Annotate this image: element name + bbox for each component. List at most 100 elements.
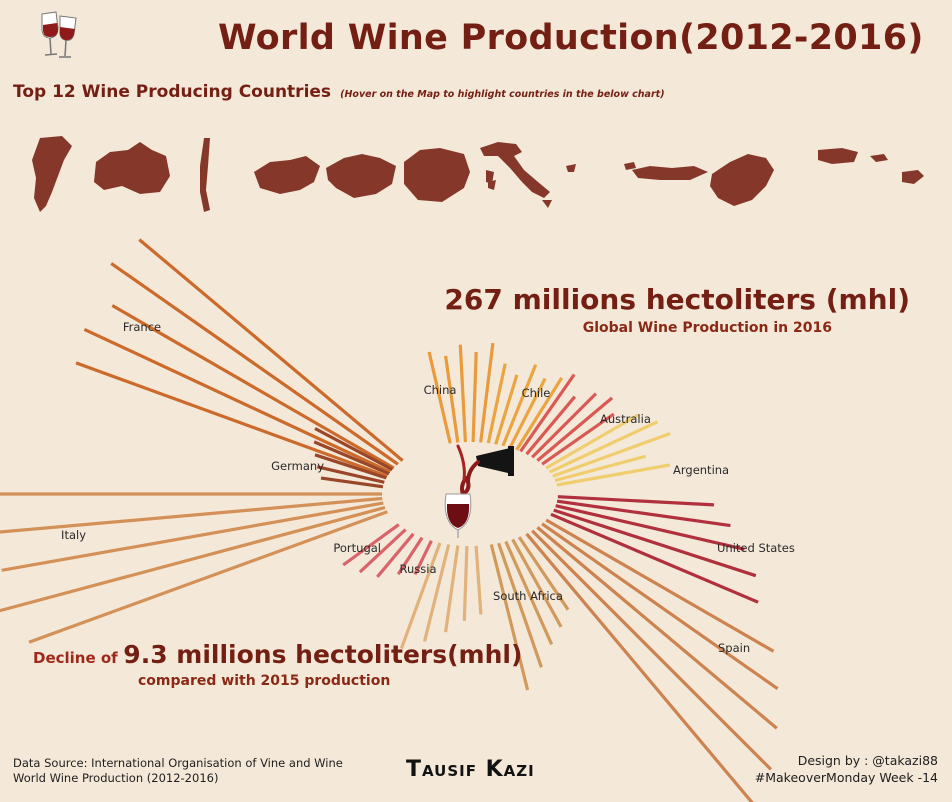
bar-chile-4[interactable] bbox=[508, 377, 547, 449]
decline-prefix: Decline of bbox=[33, 649, 118, 667]
chart-bars bbox=[0, 238, 779, 802]
bar-south-africa-3[interactable] bbox=[504, 540, 554, 645]
map-russia[interactable] bbox=[488, 180, 496, 190]
bar-south-africa-4[interactable] bbox=[497, 542, 543, 668]
bar-france-2[interactable] bbox=[83, 327, 391, 474]
label-france: France bbox=[123, 320, 161, 334]
map-south-africa[interactable] bbox=[632, 166, 708, 180]
bar-italy-4[interactable] bbox=[0, 496, 383, 535]
bar-australia-3[interactable] bbox=[531, 392, 598, 459]
label-china: China bbox=[424, 383, 457, 397]
label-argentina: Argentina bbox=[673, 463, 729, 477]
bar-russia-2[interactable] bbox=[462, 545, 469, 621]
bar-argentina-4[interactable] bbox=[554, 454, 647, 483]
bar-france-5[interactable] bbox=[138, 238, 404, 462]
bar-australia-1[interactable] bbox=[519, 373, 576, 453]
bar-china-1[interactable] bbox=[427, 351, 452, 444]
bar-france-3[interactable] bbox=[111, 304, 395, 470]
chart-labels: France China Chile Australia Argentina United… bbox=[61, 320, 795, 655]
bar-germany-1[interactable] bbox=[320, 476, 384, 489]
wine-pour-icon bbox=[444, 444, 514, 538]
bar-argentina-5[interactable] bbox=[556, 463, 671, 487]
subtitle-note: (Hover on the Map to highlight countries… bbox=[340, 89, 665, 100]
bar-south-africa-5[interactable] bbox=[489, 544, 530, 691]
map-italy[interactable] bbox=[480, 142, 552, 208]
bar-portugal-5[interactable] bbox=[342, 523, 400, 567]
bar-united-states-5[interactable] bbox=[550, 512, 759, 604]
bar-italy-2[interactable] bbox=[0, 505, 386, 615]
map-chile[interactable] bbox=[200, 138, 210, 212]
data-source-line: Data Source: International Organisation … bbox=[13, 756, 343, 770]
author-name: Tausif Kazi bbox=[406, 757, 535, 782]
bar-argentina-3[interactable] bbox=[552, 431, 671, 478]
bar-germany-4[interactable] bbox=[313, 440, 390, 476]
bar-russia-3[interactable] bbox=[444, 545, 460, 633]
bar-chile-5[interactable] bbox=[515, 376, 564, 451]
bar-italy-1[interactable] bbox=[28, 510, 388, 644]
bar-chile-3[interactable] bbox=[501, 364, 538, 447]
bar-spain-1[interactable] bbox=[545, 518, 775, 653]
bar-russia-5[interactable] bbox=[399, 542, 442, 650]
subtitle-row: Top 12 Wine Producing Countries (Hover o… bbox=[13, 82, 665, 102]
bar-united-states-2[interactable] bbox=[556, 499, 731, 528]
bar-chile-2[interactable] bbox=[494, 374, 519, 445]
label-australia: Australia bbox=[600, 412, 651, 426]
bar-china-4[interactable] bbox=[471, 352, 478, 443]
label-russia: Russia bbox=[400, 562, 437, 576]
label-chile: Chile bbox=[522, 386, 551, 400]
label-spain: Spain bbox=[718, 641, 750, 655]
map-france[interactable] bbox=[326, 154, 396, 198]
bar-spain-2[interactable] bbox=[541, 522, 779, 691]
label-germany: Germany bbox=[271, 459, 324, 473]
bar-spain-5[interactable] bbox=[525, 532, 760, 802]
bar-germany-2[interactable] bbox=[316, 465, 385, 484]
label-united-states: United States bbox=[717, 541, 795, 555]
bar-united-states-3[interactable] bbox=[555, 504, 745, 551]
global-production-value: 267 millions hectoliters (mhl) bbox=[444, 283, 910, 316]
bar-germany-5[interactable] bbox=[314, 427, 394, 472]
global-production-caption: Global Wine Production in 2016 bbox=[582, 320, 832, 336]
makeover-tag: #MakeoverMonday Week -14 bbox=[754, 770, 938, 785]
label-south-africa: South Africa bbox=[493, 589, 563, 603]
map-china[interactable] bbox=[566, 162, 636, 172]
bar-australia-4[interactable] bbox=[536, 396, 614, 462]
decline-metric: Decline of 9.3 millions hectoliters(mhl) bbox=[33, 640, 522, 669]
bar-chile-1[interactable] bbox=[486, 363, 507, 444]
bar-russia-1[interactable] bbox=[474, 545, 483, 615]
bar-south-africa-1[interactable] bbox=[517, 536, 570, 611]
label-italy: Italy bbox=[61, 528, 86, 542]
map-australia[interactable] bbox=[94, 142, 170, 194]
bar-china-2[interactable] bbox=[444, 355, 460, 443]
bar-russia-4[interactable] bbox=[422, 544, 451, 642]
page-title: World Wine Production(2012-2016) bbox=[218, 18, 924, 58]
map-argentina[interactable] bbox=[32, 136, 72, 212]
country-map-strip[interactable] bbox=[0, 126, 952, 226]
bar-china-5[interactable] bbox=[479, 342, 495, 443]
bar-france-4[interactable] bbox=[110, 262, 399, 466]
bar-argentina-2[interactable] bbox=[549, 420, 659, 474]
bar-france-1[interactable] bbox=[75, 361, 388, 478]
decline-value: 9.3 millions hectoliters(mhl) bbox=[123, 640, 523, 669]
map-spain[interactable] bbox=[710, 154, 774, 206]
data-source-subline: World Wine Production (2012-2016) bbox=[13, 771, 219, 785]
bar-australia-5[interactable] bbox=[541, 412, 615, 466]
bar-portugal-3[interactable] bbox=[376, 532, 415, 578]
bar-argentina-1[interactable] bbox=[545, 413, 639, 470]
bar-spain-4[interactable] bbox=[531, 529, 773, 771]
bar-china-3[interactable] bbox=[458, 344, 467, 443]
map-united-states[interactable] bbox=[818, 148, 924, 184]
bar-portugal-1[interactable] bbox=[413, 539, 433, 576]
map-germany[interactable] bbox=[254, 156, 320, 194]
bar-united-states-1[interactable] bbox=[557, 495, 714, 507]
bar-united-states-4[interactable] bbox=[553, 508, 757, 578]
map-portugal[interactable] bbox=[404, 148, 470, 202]
bar-australia-2[interactable] bbox=[525, 395, 577, 456]
bar-portugal-4[interactable] bbox=[358, 528, 407, 574]
bar-south-africa-2[interactable] bbox=[511, 538, 563, 628]
bar-portugal-2[interactable] bbox=[396, 536, 424, 576]
wine-glasses-icon bbox=[41, 11, 77, 58]
bar-spain-3[interactable] bbox=[536, 526, 778, 730]
bar-italy-3[interactable] bbox=[1, 501, 384, 572]
bar-germany-3[interactable] bbox=[314, 453, 387, 480]
